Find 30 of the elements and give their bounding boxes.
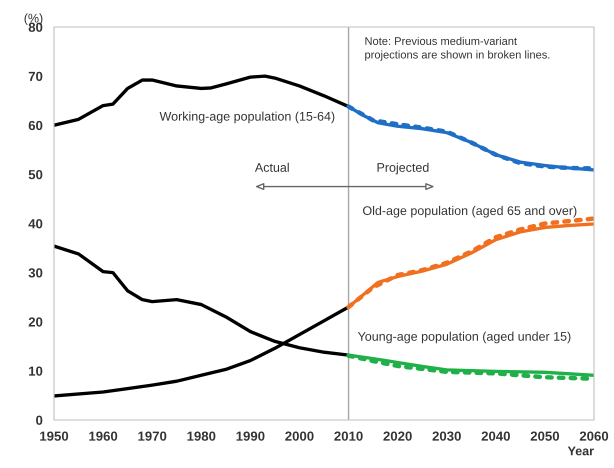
annotation: Note: Previous medium-variant projections are shown in broken lines. (365, 36, 550, 61)
x-tick-label: 2020 (383, 431, 412, 441)
x-tick-label: 2040 (482, 431, 510, 441)
x-tick-label: 1990 (236, 431, 264, 441)
y-tick-label: 50 (28, 170, 42, 180)
y-tick-label: 80 (28, 22, 42, 32)
x-tick-label: 1960 (89, 431, 118, 441)
x-tick-label: 2060 (580, 431, 608, 441)
x-tick-label: 2030 (432, 431, 461, 441)
x-tick-label: 1980 (187, 431, 216, 441)
annotation: Projected (378, 162, 428, 174)
x-tick-label: 2050 (530, 431, 560, 441)
x-tick-label: 2010 (334, 431, 363, 441)
y-tick-label: 0 (36, 416, 42, 425)
y-tick-label: 20 (28, 317, 42, 327)
x-axis-title: Year (568, 446, 594, 456)
y-tick-label: 10 (29, 366, 42, 376)
x-tick-label: 1950 (40, 431, 68, 441)
annotation: Actual (254, 162, 289, 172)
y-tick-label: 60 (28, 120, 42, 130)
y-tick-label: 70 (28, 72, 42, 82)
annotation: Young-age population (aged under 15) (358, 332, 570, 344)
x-tick-label: 2000 (285, 431, 314, 441)
annotation: Working-age population (15-64) (160, 112, 334, 124)
y-tick-label: 30 (28, 268, 42, 278)
y-axis-title: (%) (24, 13, 42, 26)
y-tick-label: 40 (28, 219, 42, 228)
line-series (54, 74, 350, 127)
x-tick-label: 1970 (138, 431, 166, 441)
annotation: Old-age population (aged 65 and over) (363, 206, 576, 218)
